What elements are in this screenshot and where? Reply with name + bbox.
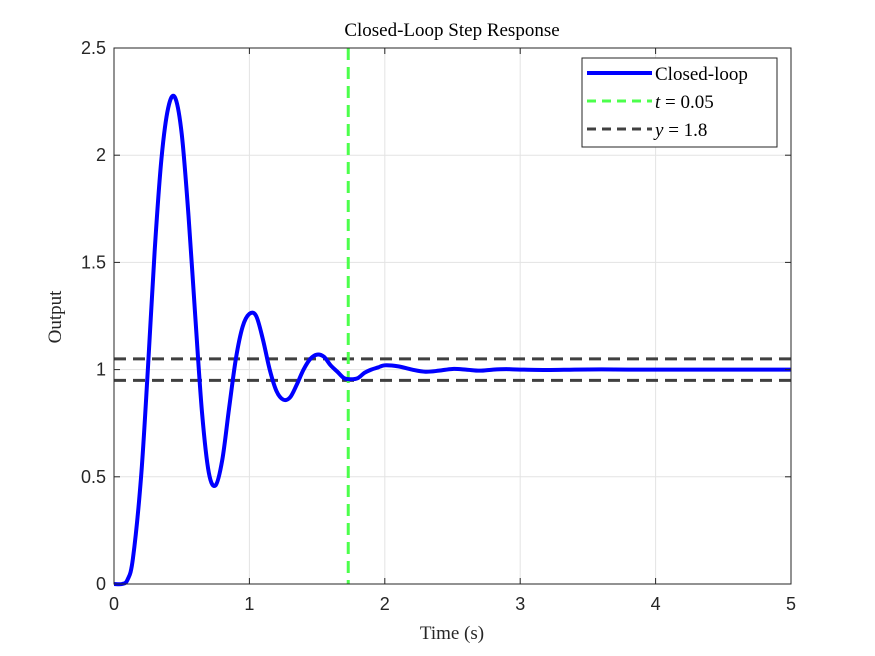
x-tick-label: 3: [515, 594, 525, 614]
y-tick-label: 0: [96, 574, 106, 594]
y-axis-label: Output: [45, 290, 66, 344]
legend-label-t-value: = 0.05: [660, 92, 713, 113]
x-tick-label: 1: [244, 594, 254, 614]
y-tick-label: 2: [96, 145, 106, 165]
y-tick-label: 0.5: [81, 467, 106, 487]
x-tick-label: 2: [380, 594, 390, 614]
ticks: [113, 47, 792, 585]
y-tick-label: 2.5: [81, 38, 106, 58]
legend-label-t-var: t: [655, 92, 661, 113]
series-lines: [113, 93, 791, 587]
x-tick-label: 5: [786, 594, 796, 614]
chart-title: Closed-Loop Step Response: [344, 20, 559, 41]
legend: Closed-loop t = 0.05 y = 1.8: [581, 57, 778, 148]
legend-label-t: t = 0.05: [655, 92, 714, 113]
legend-label-closed-loop: Closed-loop: [655, 64, 748, 85]
y-tick-label: 1.5: [81, 252, 106, 272]
x-tick-label: 0: [109, 594, 119, 614]
axes-box: [113, 47, 792, 585]
series-line-closed-loop: [113, 93, 791, 587]
legend-label-y-value: = 1.8: [663, 120, 707, 141]
legend-label-y-var: y: [653, 120, 664, 141]
y-tick-label: 1: [96, 360, 106, 380]
x-tick-label: 4: [651, 594, 661, 614]
x-axis-label: Time (s): [420, 623, 484, 644]
legend-label-y: y = 1.8: [653, 120, 707, 141]
tick-labels: 0 1 2 3 4 5 0 0.5 1 1.5 2 2.5: [81, 38, 796, 614]
reference-lines: [114, 48, 791, 584]
